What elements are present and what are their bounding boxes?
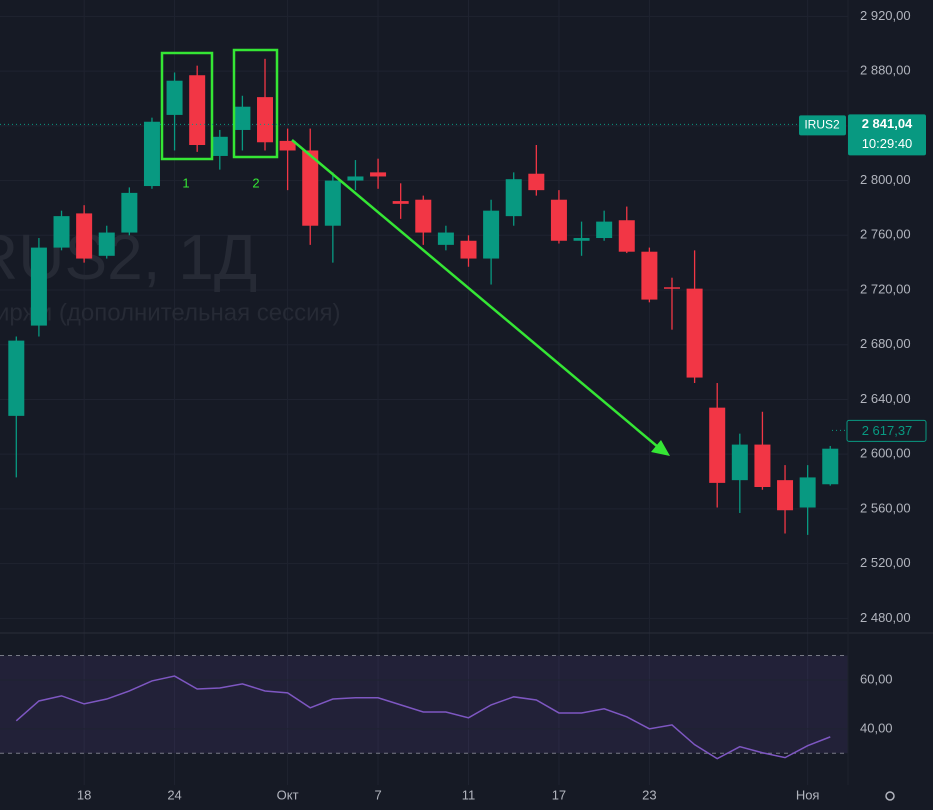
candle-body [437, 232, 454, 245]
candle-body [347, 176, 364, 181]
y-tick-label: 2 800,00 [860, 172, 911, 187]
y-tick-label: 2 600,00 [860, 446, 911, 461]
x-tick-label: 17 [552, 787, 566, 802]
symbol-label: IRUS2 [804, 118, 840, 132]
pattern-box [160, 51, 214, 161]
y-tick-label: 2 560,00 [860, 500, 911, 515]
candle-body [189, 75, 206, 146]
candle-body [528, 173, 545, 191]
trend-arrow [291, 139, 659, 448]
x-tick-label: 23 [642, 787, 656, 802]
y-tick-label: 2 520,00 [860, 555, 911, 570]
candle-body [76, 213, 93, 259]
x-tick-label: 18 [77, 787, 91, 802]
symbol-badge [799, 115, 846, 136]
candle-body [460, 240, 477, 259]
y-tick-label: 2 880,00 [860, 63, 911, 78]
annotation-label: 1 [182, 175, 189, 190]
candle-body [483, 210, 500, 259]
y-tick-label: 2 680,00 [860, 336, 911, 351]
x-tick-label: Ноя [796, 787, 820, 802]
candle-body [777, 480, 794, 511]
price-badge [848, 114, 926, 156]
candle-body [550, 199, 567, 241]
candle-body [596, 221, 613, 239]
candle-body [641, 251, 658, 300]
rsi-band [0, 655, 848, 754]
price-label: 2 841,04 [862, 116, 913, 131]
y-tick-label: 40,00 [860, 720, 893, 735]
candle-body [211, 136, 228, 156]
candle-body [822, 448, 839, 485]
price-label-2: 2 617,37 [862, 423, 913, 438]
candle-body [618, 220, 635, 252]
marks-layer [8, 58, 839, 760]
x-tick-label: 11 [462, 787, 476, 802]
y-tick-label: 2 920,00 [860, 8, 911, 23]
countdown: 10:29:40 [862, 136, 913, 151]
y-tick-label: 2 720,00 [860, 281, 911, 296]
arrow-head [651, 440, 670, 456]
candle-body [799, 477, 816, 508]
y-tick-label: 60,00 [860, 671, 893, 686]
candle-body [505, 179, 522, 217]
watermark-sub: иржи (дополнительная сессия) [0, 299, 341, 326]
candle-body [8, 340, 25, 416]
y-tick-label: 2 760,00 [860, 227, 911, 242]
x-tick-label: 24 [167, 787, 181, 802]
candle-body [370, 172, 387, 177]
y-tick-label: 2 640,00 [860, 391, 911, 406]
candle-body [324, 180, 341, 226]
candle-body [257, 97, 274, 143]
grid-layer [0, 0, 848, 785]
x-tick-label: 7 [374, 787, 381, 802]
price-badge-2 [846, 419, 927, 442]
rsi-line [15, 675, 831, 760]
candle-body [98, 232, 115, 256]
candle-body [686, 288, 703, 378]
settings-icon[interactable] [885, 791, 895, 801]
candle-body [279, 140, 296, 151]
annotation-label: 2 [252, 175, 259, 190]
candle-body [731, 444, 748, 481]
candle-body [415, 199, 432, 233]
y-tick-label: 2 480,00 [860, 610, 911, 625]
candle-body [30, 247, 47, 326]
candle-body [392, 201, 409, 204]
x-tick-label: Окт [277, 787, 299, 802]
candle-body [121, 192, 138, 233]
candle-body [166, 80, 183, 115]
candle-body [234, 106, 251, 130]
candle-body [143, 121, 160, 187]
candle-body [754, 444, 771, 487]
candle-body [663, 287, 680, 289]
candle-body [709, 407, 726, 483]
candle-body [573, 238, 590, 241]
candle-body [302, 150, 319, 226]
candle-body [53, 216, 70, 248]
pattern-box [232, 48, 279, 159]
